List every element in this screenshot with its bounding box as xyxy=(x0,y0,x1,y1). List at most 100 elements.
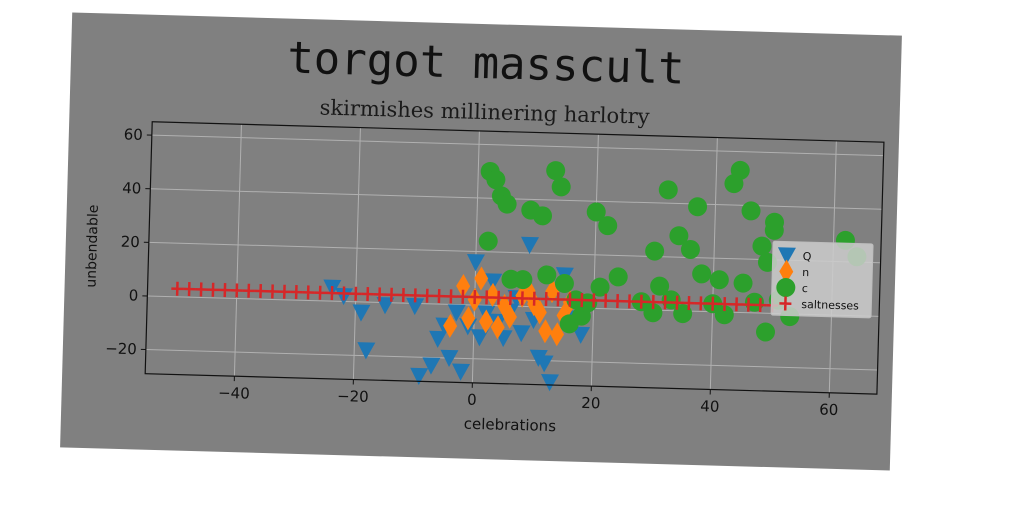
point-saltnesses xyxy=(266,284,279,299)
point-n xyxy=(502,304,517,329)
point-n xyxy=(497,293,512,318)
point-saltnesses xyxy=(647,295,660,310)
point-c xyxy=(643,303,663,323)
point-saltnesses xyxy=(587,293,600,308)
point-saltnesses xyxy=(742,297,755,312)
point-saltnesses xyxy=(218,283,231,298)
point-c xyxy=(741,201,761,221)
point-c xyxy=(513,270,533,290)
plot-frame xyxy=(144,121,885,395)
y-tick-label: 60 xyxy=(124,125,144,144)
point-Q xyxy=(422,357,441,375)
point-saltnesses xyxy=(314,285,327,300)
point-saltnesses xyxy=(397,288,410,303)
point-c xyxy=(497,194,517,214)
y-axis-label: unbendable xyxy=(84,204,102,287)
point-Q xyxy=(572,326,591,344)
point-c xyxy=(486,170,506,190)
point-saltnesses xyxy=(563,292,576,307)
point-saltnesses xyxy=(611,294,624,309)
point-n xyxy=(443,313,458,338)
point-saltnesses xyxy=(349,286,362,301)
y-gridline xyxy=(151,134,884,157)
legend-marker-c xyxy=(776,278,796,298)
legend-label: n xyxy=(802,266,809,279)
chart-card: torgot masscult skirmishes millinering h… xyxy=(60,12,902,471)
point-saltnesses xyxy=(468,290,481,305)
point-c xyxy=(533,206,553,226)
x-tick-label: 0 xyxy=(467,391,477,409)
point-saltnesses xyxy=(195,282,208,297)
legend-label: c xyxy=(802,282,808,295)
point-saltnesses xyxy=(706,296,719,311)
y-gridline xyxy=(145,349,878,371)
x-gridline xyxy=(352,127,361,380)
point-saltnesses xyxy=(444,289,458,304)
point-c xyxy=(669,226,689,246)
point-saltnesses xyxy=(480,290,493,305)
point-c xyxy=(692,264,712,284)
x-tick-label: 40 xyxy=(700,397,720,416)
point-c xyxy=(714,305,734,325)
point-c xyxy=(730,160,750,180)
y-tick-label: 0 xyxy=(129,286,139,304)
point-saltnesses xyxy=(635,294,648,309)
point-n xyxy=(474,266,489,291)
point-saltnesses xyxy=(718,297,731,312)
point-saltnesses xyxy=(278,284,291,299)
x-tick-label: 20 xyxy=(581,394,601,413)
point-c xyxy=(709,270,729,290)
legend-label: Q xyxy=(803,250,812,263)
y-tick-label: 40 xyxy=(122,179,142,198)
x-gridline xyxy=(709,137,718,390)
point-saltnesses xyxy=(670,295,684,310)
point-c xyxy=(650,276,670,296)
point-c xyxy=(764,220,784,240)
point-saltnesses xyxy=(385,287,398,302)
point-Q xyxy=(429,330,448,348)
point-saltnesses xyxy=(456,289,469,304)
point-Q xyxy=(406,297,425,316)
point-n xyxy=(456,274,471,299)
point-saltnesses xyxy=(290,285,303,300)
point-c xyxy=(478,231,498,251)
x-tick-label: −20 xyxy=(337,387,369,406)
point-n xyxy=(461,306,476,331)
point-saltnesses xyxy=(516,291,529,306)
legend-marker-Q xyxy=(777,247,796,265)
point-saltnesses xyxy=(242,283,255,298)
point-saltnesses xyxy=(528,291,541,306)
point-Q xyxy=(352,304,371,322)
point-c xyxy=(551,177,571,197)
point-c xyxy=(537,265,557,285)
point-Q xyxy=(541,374,559,392)
point-c xyxy=(546,161,566,181)
point-c xyxy=(752,236,772,256)
point-c xyxy=(680,239,700,259)
point-saltnesses xyxy=(433,289,446,304)
legend-label: saltnesses xyxy=(801,298,859,313)
point-saltnesses xyxy=(337,286,350,301)
y-tick-label: 20 xyxy=(121,233,141,252)
point-c xyxy=(658,180,678,200)
point-saltnesses xyxy=(599,293,612,308)
point-saltnesses xyxy=(230,283,243,298)
point-Q xyxy=(470,329,489,347)
point-c xyxy=(586,202,606,222)
point-saltnesses xyxy=(659,295,672,310)
point-Q xyxy=(521,236,540,254)
point-c xyxy=(608,267,628,287)
point-saltnesses xyxy=(254,284,267,299)
x-gridline xyxy=(233,124,242,377)
point-Q xyxy=(440,349,459,368)
point-n xyxy=(538,319,553,344)
point-Q xyxy=(535,355,554,373)
point-saltnesses xyxy=(575,293,588,308)
point-c xyxy=(733,273,753,293)
point-saltnesses xyxy=(171,281,184,296)
point-saltnesses xyxy=(504,291,517,306)
point-saltnesses xyxy=(302,285,315,300)
point-saltnesses xyxy=(206,282,220,297)
point-n xyxy=(521,278,536,303)
